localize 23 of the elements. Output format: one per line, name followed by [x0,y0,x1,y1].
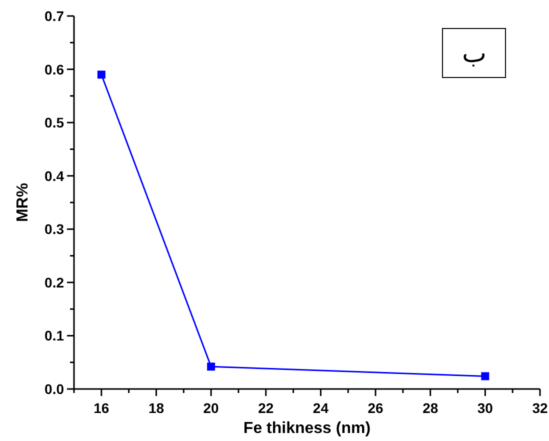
y-tick-label: 0.6 [44,61,64,78]
y-tick-label: 0.1 [44,328,64,344]
x-tick-label: 22 [258,400,274,416]
x-axis-title: Fe thikness (nm) [243,420,371,437]
x-tick-label: 24 [312,400,329,416]
y-axis-title: MR% [14,182,32,222]
x-tick-label: 28 [422,400,438,416]
y-tick-label: 0.4 [44,168,64,184]
y-tick-label: 0.7 [44,8,64,24]
annotation: ب [442,28,506,78]
x-tick-label: 16 [94,400,110,416]
y-tick-label: 0.5 [44,114,64,131]
y-tick-label: 0.0 [44,381,64,397]
point [97,70,106,79]
x-tick-label: 30 [477,400,494,416]
point [207,362,216,371]
x-tick-label: 18 [148,400,164,416]
y-tick-label: 0.3 [44,221,64,238]
x-tick-label: 26 [368,400,384,416]
x-tick-label: 20 [203,400,220,416]
point [481,372,490,380]
y-tick-label: 0.2 [44,274,64,290]
x-tick-label: 32 [532,400,548,416]
